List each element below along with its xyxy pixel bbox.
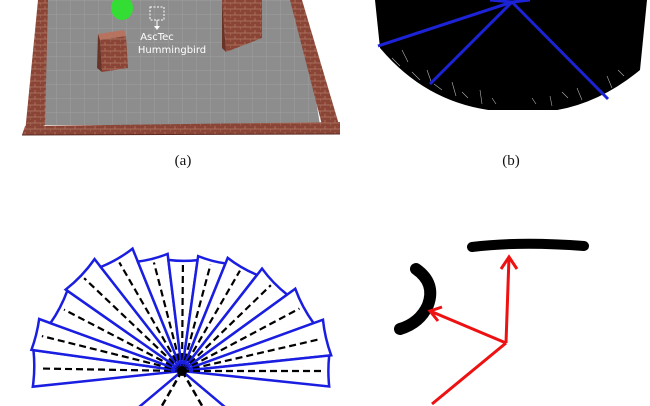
laser-scan-plot (375, 0, 647, 110)
scan-fan (375, 0, 647, 110)
sector-bisector-10 (181, 307, 300, 372)
sector-bisector-4 (118, 261, 183, 372)
sector-bisector-2 (63, 308, 183, 372)
scan-ray-top-left (489, 0, 513, 4)
sector-diagram (29, 246, 333, 406)
arena-front-wall (22, 122, 340, 135)
lower-ray-0 (181, 370, 226, 406)
sector-bisector-9 (181, 284, 272, 372)
sector-bisector-6 (180, 264, 185, 372)
caption-a: (a) (174, 153, 192, 169)
label-asctec: AscTec (140, 32, 174, 43)
sector-12 (181, 354, 331, 388)
quadrotor-marker (149, 6, 165, 21)
scan-ray-left (377, 0, 513, 48)
arena-floor (42, 0, 320, 125)
arrow-left (429, 309, 507, 345)
caption-b: (b) (502, 153, 520, 169)
sensor-origin (177, 366, 187, 376)
panel-b-laser-scan (372, 0, 650, 110)
sector-bisector-0 (39, 367, 183, 373)
sector-bisector-7 (180, 264, 212, 372)
obstacle-wall (467, 238, 589, 252)
brick-box-small (97, 30, 128, 72)
scan-ray-left2 (428, 0, 514, 86)
sector-bisector-3 (83, 277, 183, 372)
brick-box-tall (222, 0, 262, 52)
panel-a-simulation: AscTec Hummingbird (0, 0, 360, 150)
obstacle-vector-diagram (394, 238, 589, 406)
sector-bisector-5 (152, 262, 184, 372)
scan-ray-right (510, 0, 610, 101)
lower-ray-1 (138, 370, 183, 406)
sector-4 (98, 246, 184, 372)
arrow-up (504, 256, 511, 344)
label-hummingbird: Hummingbird (138, 45, 206, 56)
arena-render: AscTec Hummingbird (21, 0, 341, 136)
sector-bisector-8 (181, 270, 241, 372)
arrow-down-left (431, 341, 507, 406)
scan-ray-top-right (511, 0, 531, 4)
sector-bisector-11 (181, 337, 322, 373)
arena-right-wall (290, 0, 340, 128)
robot-marker (111, 0, 133, 20)
arena-left-wall (25, 0, 48, 133)
sector-bisector-1 (41, 334, 183, 373)
force-arrows (427, 254, 519, 406)
panel-c-sectors (0, 225, 360, 406)
panel-d-vectors (380, 225, 650, 406)
obstacle-curve (394, 263, 437, 335)
